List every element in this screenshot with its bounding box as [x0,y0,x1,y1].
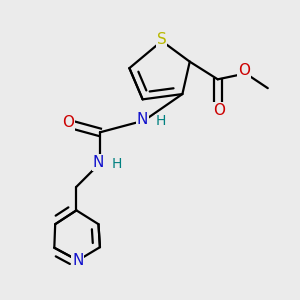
Text: N: N [72,253,83,268]
Text: H: H [112,157,122,171]
Text: O: O [238,63,250,78]
Text: H: H [156,114,166,128]
Text: S: S [157,32,167,47]
Text: N: N [93,155,104,170]
Text: O: O [213,103,225,118]
Text: O: O [62,115,74,130]
Text: N: N [137,112,148,127]
